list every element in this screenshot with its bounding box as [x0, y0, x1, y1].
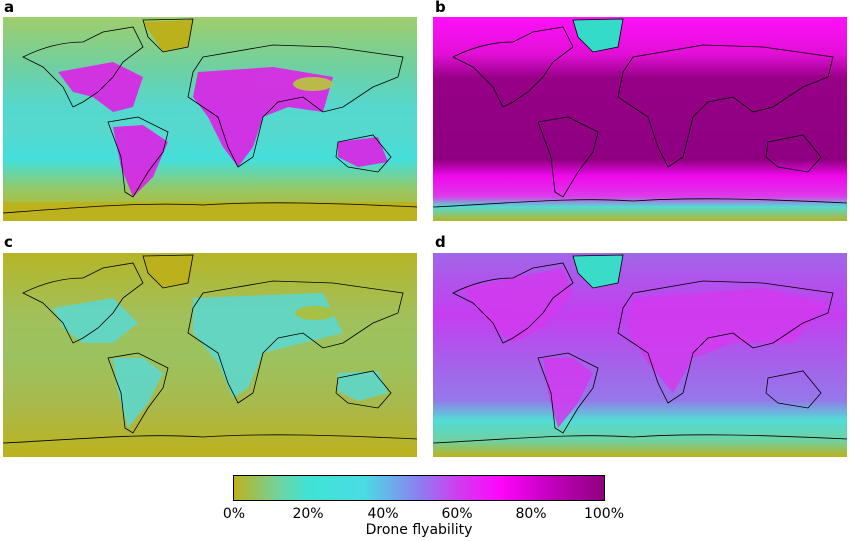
- panel-label-a: a: [4, 0, 15, 16]
- map-panel-b: [433, 17, 847, 221]
- map-panel-a: [3, 17, 417, 221]
- colorbar-tick-80: 80%: [515, 506, 547, 522]
- background-c: [3, 253, 417, 457]
- colorbar-tick-60: 60%: [441, 506, 473, 522]
- colorbar-tick-0: 0%: [222, 506, 246, 522]
- panel-label-c: c: [4, 233, 13, 251]
- colorbar-tick-20: 20%: [292, 506, 324, 522]
- colorbar-tick-100: 100%: [583, 506, 625, 522]
- map-panel-d: [433, 253, 847, 457]
- colorbar: [233, 475, 605, 501]
- background-b: [433, 17, 847, 221]
- map-panel-c: [3, 253, 417, 457]
- panel-label-d: d: [435, 233, 446, 251]
- colorbar-tick-40: 40%: [367, 506, 399, 522]
- colorbar-title: Drone flyability: [365, 522, 473, 538]
- panel-label-b: b: [435, 0, 446, 16]
